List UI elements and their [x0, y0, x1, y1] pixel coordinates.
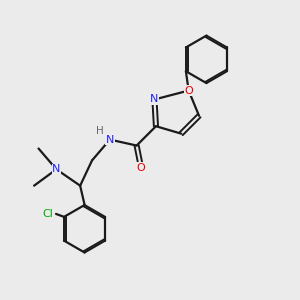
Text: O: O	[137, 163, 146, 173]
Text: O: O	[184, 85, 193, 96]
Text: N: N	[150, 94, 159, 104]
Text: Cl: Cl	[42, 209, 53, 219]
Text: N: N	[52, 164, 61, 174]
Text: H: H	[96, 126, 103, 136]
Text: N: N	[106, 135, 114, 145]
